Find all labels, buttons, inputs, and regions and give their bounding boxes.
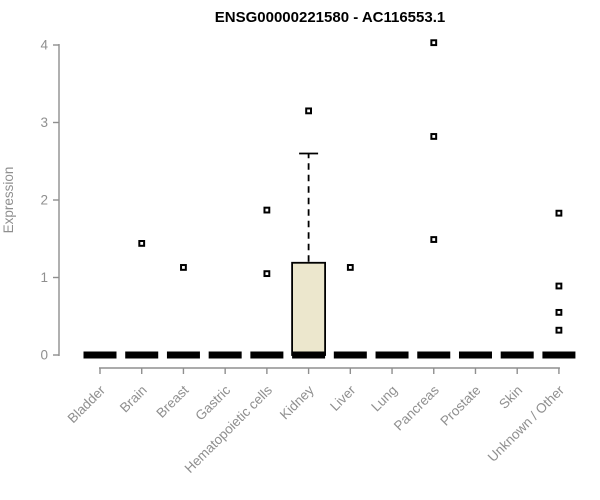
outlier-point (263, 270, 271, 278)
median-bar (375, 351, 409, 359)
outlier-point (138, 240, 146, 247)
median-bar (125, 351, 159, 359)
median-bar (208, 351, 242, 359)
outlier-point (555, 326, 563, 334)
y-axis-label: Expression (1, 167, 16, 234)
x-tick-label-prostate: Prostate (437, 383, 483, 429)
outlier-point (555, 209, 563, 217)
x-tick-label-pancreas: Pancreas (391, 382, 442, 433)
outlier-point (430, 236, 438, 243)
median-bar (292, 351, 326, 359)
x-tick-label-unknown-other: Unknown / Other (485, 382, 568, 465)
outlier-point (555, 308, 563, 316)
x-tick-label-kidney: Kidney (277, 382, 317, 422)
median-bar (166, 351, 200, 359)
outlier-point (305, 107, 313, 115)
outlier-point (430, 133, 438, 140)
x-tick-label-breast: Breast (153, 382, 191, 420)
median-bar (542, 351, 576, 359)
x-tick-label-gastric: Gastric (192, 382, 233, 423)
x-tick-label-brain: Brain (117, 383, 150, 416)
y-tick-label: 3 (40, 115, 48, 130)
outlier-point (263, 206, 271, 214)
y-tick-label: 4 (40, 38, 48, 53)
median-bar (83, 351, 117, 359)
median-bar (458, 351, 492, 359)
outlier-point (555, 282, 563, 290)
y-tick-label: 2 (40, 193, 48, 208)
box-kidney (291, 261, 327, 356)
chart-title: ENSG00000221580 - AC116553.1 (215, 9, 445, 26)
x-tick-label-liver: Liver (327, 382, 359, 414)
median-bar (500, 351, 534, 359)
outlier-point (180, 264, 187, 271)
x-tick-label-bladder: Bladder (65, 382, 109, 426)
x-tick-label-skin: Skin (496, 383, 525, 412)
y-tick-label: 0 (40, 348, 48, 363)
x-tick-label-lung: Lung (368, 383, 400, 415)
median-bar (417, 351, 451, 359)
y-tick-label: 1 (40, 270, 48, 285)
median-bar (333, 351, 367, 359)
median-bar (250, 351, 284, 359)
outlier-point (346, 264, 354, 271)
outlier-point (430, 39, 438, 47)
